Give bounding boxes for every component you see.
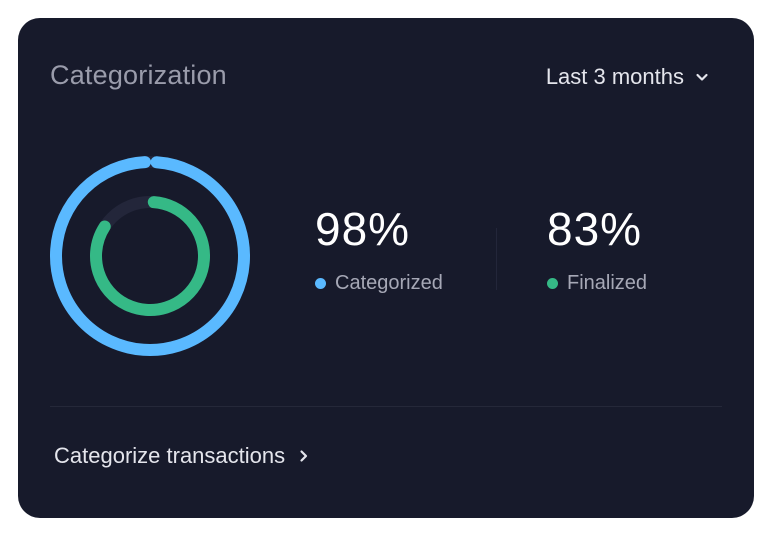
- period-selector[interactable]: Last 3 months: [546, 64, 710, 90]
- categorized-ring: [50, 156, 250, 356]
- categorize-transactions-link[interactable]: Categorize transactions: [54, 443, 311, 469]
- categorized-value: 98%: [315, 203, 411, 255]
- chevron-right-icon: [297, 448, 311, 464]
- finalized-label: Finalized: [567, 272, 648, 294]
- categorization-card: Categorization Last 3 months 98% Categor…: [18, 18, 754, 518]
- finalized-legend-dot: [547, 278, 558, 289]
- period-selector-label: Last 3 months: [545, 64, 684, 89]
- progress-rings: [50, 156, 250, 356]
- categorized-legend: Categorized: [315, 272, 443, 295]
- finalized-ring: [90, 195, 210, 316]
- categorized-legend-dot: [315, 278, 326, 289]
- stats-divider: [496, 228, 497, 290]
- categorize-transactions-label: Categorize transactions: [54, 443, 286, 468]
- categorized-label: Categorized: [335, 272, 443, 294]
- stat-categorized: 98% Categorized: [315, 206, 443, 295]
- stat-finalized: 83% Finalized: [547, 206, 647, 295]
- finalized-legend: Finalized: [547, 272, 647, 295]
- card-title: Categorization: [50, 60, 227, 90]
- finalized-value: 83%: [547, 203, 643, 255]
- footer-divider: [50, 406, 722, 407]
- chevron-down-icon: [694, 69, 710, 85]
